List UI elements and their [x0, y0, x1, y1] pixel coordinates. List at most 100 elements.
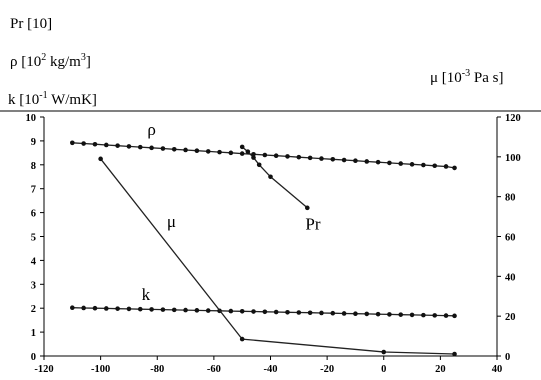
y-left-tick-label: 8 — [31, 161, 36, 172]
mu-series-line — [100, 158, 455, 355]
rho-data-point — [115, 143, 120, 148]
rho-data-point — [319, 156, 324, 161]
pr-data-point — [256, 162, 262, 168]
k-data-point — [171, 307, 177, 313]
x-tick-label: 40 — [492, 364, 503, 375]
k-data-point — [330, 310, 336, 316]
k-data-point — [183, 307, 188, 313]
rho-data-point — [217, 149, 222, 155]
rho-data-point — [160, 146, 166, 151]
y-left-tick-label: 0 — [31, 352, 36, 363]
x-tick-label: -100 — [91, 364, 110, 375]
rho-data-point — [375, 159, 381, 165]
k-data-point — [387, 312, 392, 317]
rho-axis-label: ρ [102 kg/m3] — [10, 52, 91, 70]
k-axis-label-sup: -1 — [39, 90, 47, 101]
mu-axis-label-sup: -3 — [462, 68, 470, 79]
rho-axis-label-sup: 2 — [41, 52, 46, 63]
pr-axis-label-base: Pr [10] — [10, 16, 52, 32]
rho-data-point — [341, 157, 347, 163]
rho-data-point — [421, 162, 426, 168]
k-data-point — [409, 312, 415, 318]
rho-data-point — [126, 144, 132, 149]
rho-data-point — [149, 145, 154, 151]
rho-data-point — [251, 151, 256, 157]
mu-data-point — [98, 156, 103, 162]
k-data-point — [70, 305, 75, 311]
pr-axis-label: Pr [10] — [10, 16, 52, 32]
k-data-point — [375, 311, 381, 317]
rho-data-point — [330, 157, 336, 162]
k-data-point — [296, 310, 302, 315]
k-data-point — [251, 309, 256, 314]
rho-data-point — [228, 150, 234, 156]
x-tick-label: -120 — [34, 364, 53, 375]
rho-data-point — [432, 163, 438, 169]
x-tick-label: -80 — [150, 364, 164, 375]
k-data-point — [149, 307, 154, 312]
k-axis-label-base: k [10 — [8, 92, 39, 108]
k-data-point — [452, 313, 457, 319]
rho-data-point — [137, 144, 143, 150]
y-right-tick-label: 0 — [505, 352, 510, 363]
k-data-point — [421, 312, 426, 318]
mu-data-point — [239, 336, 245, 342]
rho-data-point — [273, 153, 279, 159]
y-left-tick-label: 3 — [31, 280, 36, 291]
k-data-point — [432, 313, 438, 318]
y-right-tick-label: 80 — [505, 193, 516, 204]
rho-data-point — [194, 148, 200, 153]
k-data-point — [398, 312, 404, 317]
x-tick-label: 0 — [381, 364, 386, 375]
x-tick-label: -60 — [207, 364, 221, 375]
rho-data-point — [364, 159, 370, 164]
y-left-tick-label: 9 — [31, 137, 36, 148]
rho-axis-label-tail: kg/m — [46, 54, 81, 70]
rho-data-point — [398, 161, 404, 166]
k-data-point — [273, 309, 279, 315]
rho-data-point — [285, 154, 290, 159]
k-data-point — [262, 309, 268, 315]
k-data-point — [137, 306, 143, 312]
y-right-tick-label: 120 — [505, 113, 521, 124]
k-data-point — [228, 308, 234, 314]
rho-data-point — [92, 141, 98, 147]
mu-series-label: μ — [167, 212, 176, 231]
y-left-tick-label: 6 — [31, 209, 36, 220]
y-right-tick-label: 100 — [505, 153, 521, 164]
y-left-tick-label: 2 — [31, 304, 36, 315]
x-tick-label: -20 — [320, 364, 334, 375]
k-data-point — [239, 309, 245, 314]
k-data-point — [364, 311, 370, 317]
k-axis-label: k [10-1 W/mK] — [8, 90, 97, 108]
k-data-point — [126, 306, 132, 312]
y-left-tick-label: 7 — [31, 185, 36, 196]
rho-data-point — [296, 154, 302, 160]
rho-data-point — [103, 142, 109, 148]
rho-data-point — [262, 152, 268, 158]
k-data-point — [319, 310, 324, 316]
rho-data-point — [183, 147, 188, 153]
y-right-tick-label: 20 — [505, 312, 516, 323]
rho-data-point — [239, 151, 245, 156]
k-data-point — [443, 313, 449, 318]
rho-series-label: ρ — [147, 120, 155, 139]
ticks-layer: -120 -100 -80 -60 -40 -20 0 20 40012345678910020… — [26, 113, 521, 375]
pr-series-label: Pr — [305, 214, 320, 233]
mu-axis-label: μ [10-3 Pa s] — [430, 68, 503, 86]
series-layer — [70, 140, 457, 357]
rho-data-point — [171, 146, 177, 152]
y-left-tick-label: 5 — [31, 233, 36, 244]
pr-data-point — [251, 155, 256, 160]
y-left-tick-label: 4 — [31, 256, 37, 267]
rho-data-point — [452, 165, 457, 171]
rho-axis-label-sup2: 3 — [81, 52, 86, 63]
pr-data-point — [239, 144, 245, 150]
k-data-point — [115, 306, 120, 311]
rho-data-point — [387, 160, 392, 166]
k-data-point — [160, 307, 166, 312]
pr-data-point — [268, 174, 273, 180]
y-left-tick-label: 1 — [31, 328, 36, 339]
mu-axis-label-base: μ [10 — [430, 70, 462, 86]
x-tick-label: 20 — [435, 364, 446, 375]
